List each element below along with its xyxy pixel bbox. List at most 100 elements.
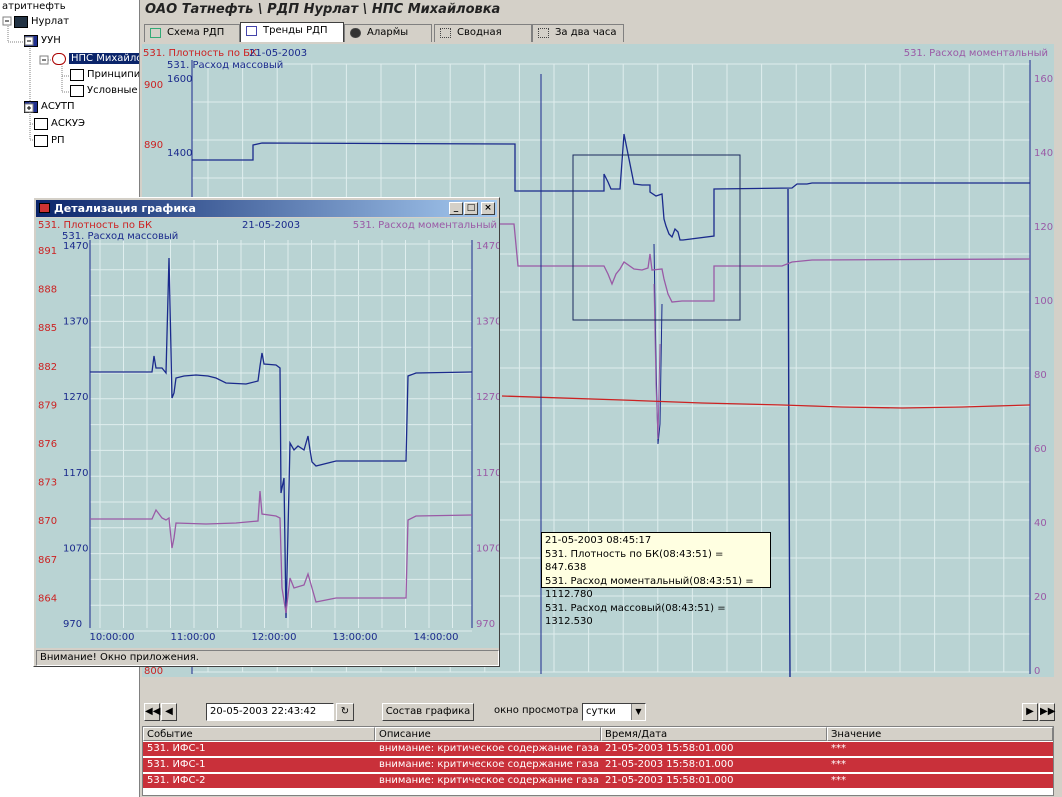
trend-icon bbox=[246, 26, 257, 36]
y-left-red-tick: 900 bbox=[144, 80, 163, 91]
y-red-tick: 888 bbox=[38, 285, 57, 296]
node-icon bbox=[24, 101, 38, 113]
first-page-button[interactable]: ◀◀ bbox=[144, 703, 160, 721]
x-tick-label: 10:00:00 bbox=[90, 632, 135, 643]
y-red-tick: 864 bbox=[38, 593, 57, 604]
y-blue-tick: 1170 bbox=[63, 468, 88, 479]
x-tick-label: 14:00:00 bbox=[414, 632, 459, 643]
last-page-button[interactable]: ▶▶ bbox=[1039, 703, 1055, 721]
col-header-event[interactable]: Событие bbox=[143, 727, 375, 741]
tree-root[interactable]: атритнефть bbox=[2, 1, 66, 12]
datetime-input[interactable]: 20-05-2003 22:43:42 bbox=[206, 703, 334, 721]
y-right-tick: 1270 bbox=[476, 392, 499, 403]
y-right-tick: 160 bbox=[1034, 74, 1053, 85]
y-blue-tick: 1070 bbox=[63, 543, 88, 554]
close-button[interactable]: × bbox=[481, 202, 495, 215]
doc-icon bbox=[34, 135, 48, 147]
db-icon bbox=[14, 16, 28, 28]
y-red-tick: 873 bbox=[38, 478, 57, 489]
detail-window-titlebar[interactable]: Детализация графика _ □ × bbox=[36, 200, 497, 217]
detail-chart-svg[interactable]: 531. Плотность по БК 21-05-2003 531. Рас… bbox=[36, 218, 501, 648]
tooltip-time: 21-05-2003 08:45:17 bbox=[545, 535, 652, 546]
detail-status-bar: Внимание! Окно приложения. bbox=[36, 650, 499, 666]
y-blue-tick: 1470 bbox=[63, 241, 88, 252]
detail-window-title: Детализация графика bbox=[54, 202, 196, 215]
y-red-tick: 870 bbox=[38, 516, 57, 527]
table-row[interactable]: 531. ИФС-1 внимание: критическое содержа… bbox=[143, 742, 1053, 756]
doc-icon bbox=[34, 118, 48, 130]
zoom-selection-rect[interactable] bbox=[572, 154, 741, 321]
tab-two-hours[interactable]: За два часа bbox=[532, 24, 624, 42]
tooltip-mass-flow: 531. Расход массовый(08:43:51) = 1312.53… bbox=[545, 602, 726, 628]
y-right-tick: 100 bbox=[1034, 296, 1053, 307]
x-tick-label: 11:00:00 bbox=[171, 632, 216, 643]
y-red-tick: 879 bbox=[38, 400, 57, 411]
tab-scheme[interactable]: Схема РДП bbox=[144, 24, 240, 42]
col-header-description[interactable]: Описание bbox=[375, 727, 601, 741]
y-right-tick: 20 bbox=[1034, 592, 1047, 603]
y-red-tick: 891 bbox=[38, 246, 57, 257]
y-right-tick: 0 bbox=[1034, 666, 1040, 677]
minimize-button[interactable]: _ bbox=[449, 202, 463, 215]
tooltip-instant-flow: 531. Расход моментальный(08:43:51) = 111… bbox=[545, 575, 754, 601]
y-right-tick: 60 bbox=[1034, 444, 1047, 455]
col-header-time[interactable]: Время/Дата bbox=[601, 727, 827, 741]
table-icon bbox=[538, 28, 549, 38]
tree-item-nurlat[interactable]: Нурлат bbox=[14, 15, 69, 29]
table-row[interactable]: 531. ИФС-1 внимание: критическое содержа… bbox=[143, 758, 1053, 772]
value-tooltip: 21-05-2003 08:45:17 531. Плотность по БК… bbox=[541, 532, 771, 627]
tree-item-uun[interactable]: УУН bbox=[24, 34, 61, 48]
main-legend-blue: 531. Расход массовый bbox=[167, 60, 283, 71]
compose-chart-button[interactable]: Состав графика bbox=[382, 703, 474, 721]
y-right-tick: 1470 bbox=[476, 241, 499, 252]
tree-item-principal[interactable]: Принципиальная bbox=[70, 68, 139, 82]
y-blue-tick: 1370 bbox=[63, 317, 88, 328]
main-legend-purple: 531. Расход моментальный bbox=[904, 48, 1048, 59]
tab-summary[interactable]: Сводная bbox=[434, 24, 532, 42]
node-icon bbox=[24, 35, 38, 47]
detail-chart-ticks: 891 888 885 882 879 876 873 870 867 864 1470 1370 12… bbox=[38, 241, 501, 643]
window-label: окно просмотра bbox=[494, 705, 579, 716]
y-red-tick: 876 bbox=[38, 439, 57, 450]
y-blue-tick: 1270 bbox=[63, 392, 88, 403]
col-header-value[interactable]: Значение bbox=[827, 727, 1053, 741]
tree-item-askue[interactable]: АСКУЭ bbox=[34, 117, 85, 131]
prev-page-button[interactable]: ◀ bbox=[161, 703, 177, 721]
tooltip-density: 531. Плотность по БК(08:43:51) = 847.638 bbox=[545, 548, 724, 574]
series-instant-flow bbox=[192, 223, 1031, 303]
summary-icon bbox=[440, 28, 451, 38]
alarms-table[interactable]: Событие Описание Время/Дата Значение 531… bbox=[142, 726, 1054, 796]
refresh-icon[interactable]: ↻ bbox=[336, 703, 354, 721]
alarm-icon bbox=[350, 28, 361, 38]
y-blue-tick: 970 bbox=[63, 619, 82, 630]
maximize-button[interactable]: □ bbox=[464, 202, 478, 215]
scheme-icon bbox=[150, 28, 161, 38]
y-left-red-tick: 800 bbox=[144, 666, 163, 677]
y-right-tick: 80 bbox=[1034, 370, 1047, 381]
tab-alarms[interactable]: Аларм̆ы bbox=[344, 24, 432, 42]
chevron-down-icon[interactable]: ▼ bbox=[631, 704, 645, 720]
y-right-tick: 120 bbox=[1034, 222, 1053, 233]
y-right-tick: 1070 bbox=[476, 543, 499, 554]
y-right-tick: 1170 bbox=[476, 468, 499, 479]
tree-item-station[interactable]: НПС Михайловка bbox=[52, 52, 139, 66]
detail-legend-blue: 531. Расход массовый bbox=[62, 231, 178, 242]
window-select[interactable]: сутки ▼ bbox=[582, 703, 646, 721]
y-right-tick: 40 bbox=[1034, 518, 1047, 529]
series-instant-flow bbox=[90, 490, 473, 614]
tree-item-conditional[interactable]: Условные bbox=[70, 84, 138, 98]
table-row[interactable]: 531. ИФС-2 внимание: критическое содержа… bbox=[143, 774, 1053, 788]
tree-item-asutp[interactable]: АСУТП bbox=[24, 100, 75, 114]
next-page-button[interactable]: ▶ bbox=[1022, 703, 1038, 721]
y-left-blue-tick: 1600 bbox=[167, 74, 192, 85]
y-right-tick: 140 bbox=[1034, 148, 1053, 159]
detail-window[interactable]: Детализация графика _ □ × 531. Плотность… bbox=[33, 197, 501, 667]
main-legend-date: 21-05-2003 bbox=[249, 48, 307, 59]
tab-trends[interactable]: Тренды РДП bbox=[240, 22, 344, 42]
y-right-tick: 1370 bbox=[476, 317, 499, 328]
series-instant-flow-spike bbox=[653, 283, 661, 440]
detail-chart[interactable]: 531. Плотность по БК 21-05-2003 531. Рас… bbox=[36, 218, 501, 648]
tree-item-rp[interactable]: РП bbox=[34, 134, 65, 148]
y-right-tick: 970 bbox=[476, 619, 495, 630]
